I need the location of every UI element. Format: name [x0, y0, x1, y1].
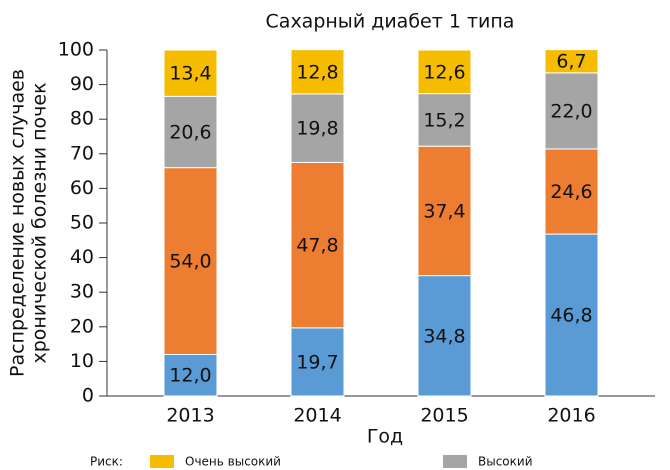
legend-swatch [443, 455, 467, 468]
bar-segment [417, 275, 472, 397]
legend-label: Высокий [478, 455, 533, 469]
x-tick-label: 2015 [420, 405, 468, 427]
y-tick-label: 20 [70, 315, 94, 337]
data-label: 12,6 [423, 61, 465, 83]
y-tick-label: 10 [70, 350, 94, 372]
x-tick-label: 2013 [166, 405, 214, 427]
data-label: 13,4 [169, 63, 211, 85]
y-tick-label: 70 [70, 142, 94, 164]
data-label: 12,0 [169, 365, 211, 387]
x-tick-label: 2014 [293, 405, 341, 427]
y-tick-label: 90 [70, 73, 94, 95]
chart-title: Сахарный диабет 1 типа [266, 11, 515, 33]
y-axis-label: хронической болезни почек [29, 82, 51, 363]
y-tick-label: 0 [82, 385, 94, 407]
data-label: 15,2 [423, 109, 465, 131]
y-tick-label: 60 [70, 177, 94, 199]
bar-segment [417, 49, 472, 95]
bar-segment [544, 233, 599, 397]
bar-segment [290, 49, 345, 95]
data-label: 12,8 [296, 61, 338, 83]
y-tick-label: 80 [70, 108, 94, 130]
bar-segment [163, 95, 218, 169]
bar-segment [544, 49, 599, 74]
data-label: 46,8 [550, 305, 592, 327]
data-label: 37,4 [423, 200, 465, 222]
x-axis-label: Год [367, 426, 403, 448]
data-label: 19,7 [296, 351, 338, 373]
bar-segment [290, 327, 345, 397]
data-label: 20,6 [169, 122, 211, 144]
bar-segment [290, 93, 345, 163]
data-label: 22,0 [550, 100, 592, 122]
bar-segment [544, 72, 599, 150]
bar-segment [544, 148, 599, 235]
legend-title: Риск: [90, 455, 123, 469]
bar-segment [290, 161, 345, 329]
bar-segment [163, 167, 218, 355]
data-label: 34,8 [423, 325, 465, 347]
y-tick-label: 50 [70, 212, 94, 234]
y-tick-label: 30 [70, 281, 94, 303]
y-tick-label: 40 [70, 246, 94, 268]
data-label: 54,0 [169, 251, 211, 273]
bar-segment [417, 145, 472, 277]
data-label: 24,6 [550, 181, 592, 203]
bar-segment [163, 353, 218, 397]
data-label: 47,8 [296, 235, 338, 257]
legend-label: Очень высокий [185, 455, 281, 469]
data-label: 6,7 [556, 51, 586, 73]
y-axis-label: Распределение новых случаев [7, 69, 29, 377]
x-tick-label: 2016 [547, 405, 595, 427]
legend-swatch [150, 455, 174, 468]
bar-segment [163, 49, 218, 97]
y-tick-label: 100 [58, 39, 94, 61]
data-label: 19,8 [296, 118, 338, 140]
